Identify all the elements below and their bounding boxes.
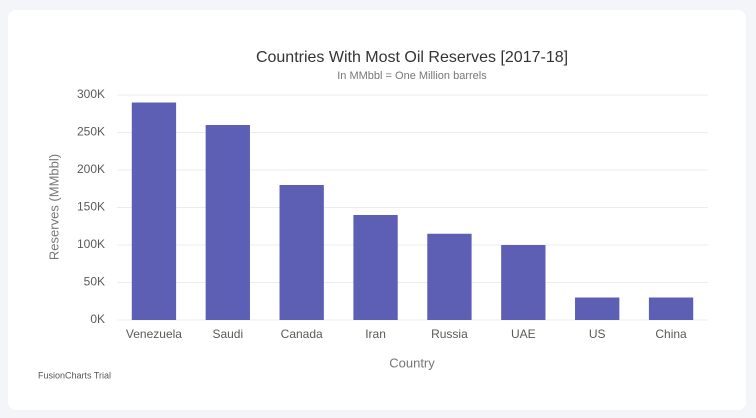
bar	[131, 102, 177, 320]
credit: FusionCharts Trial	[38, 370, 111, 380]
x-tick-label: Venezuela	[126, 327, 182, 341]
y-tick-label: 50K	[84, 275, 105, 289]
x-axis-title: Country	[389, 355, 435, 370]
bar	[279, 185, 324, 320]
y-axis-title: Reserves (MMbbl)	[46, 154, 61, 260]
y-tick-label: 300K	[77, 87, 105, 101]
y-tick-label: 100K	[77, 237, 105, 251]
y-tick-label: 0K	[90, 312, 105, 326]
y-tick-label: 150K	[77, 200, 105, 214]
bar	[353, 215, 398, 320]
bar	[427, 233, 472, 320]
bar	[575, 297, 620, 320]
x-tick-label: Russia	[431, 327, 468, 341]
bar	[648, 297, 694, 320]
x-tick-label: UAE	[511, 327, 536, 341]
x-tick-label: Iran	[365, 327, 386, 341]
bar	[501, 245, 546, 320]
x-tick-label: US	[589, 327, 606, 341]
chart-subtitle: In MMbbl = One Million barrels	[337, 70, 487, 82]
card	[8, 10, 746, 410]
x-tick-label: Canada	[281, 327, 323, 341]
chart-title: Countries With Most Oil Reserves [2017-1…	[256, 49, 568, 66]
x-tick-label: Saudi	[212, 327, 243, 341]
bar	[205, 125, 250, 320]
x-tick-label: China	[655, 327, 687, 341]
y-tick-label: 200K	[77, 162, 105, 176]
y-tick-label: 250K	[77, 125, 105, 139]
